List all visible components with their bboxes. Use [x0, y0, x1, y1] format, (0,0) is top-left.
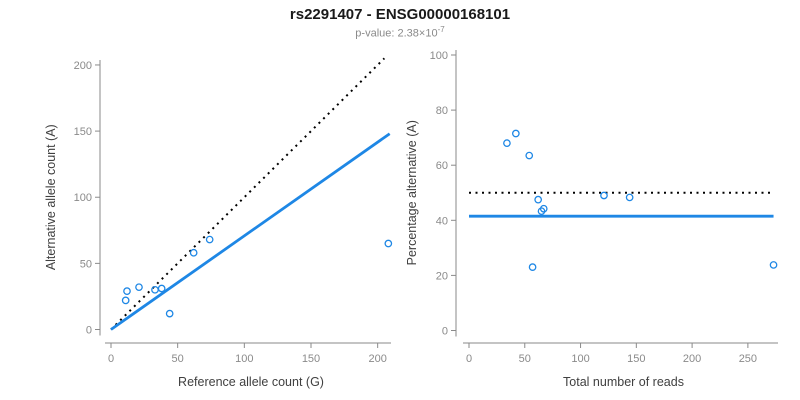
x-tick-label: 200: [683, 353, 701, 365]
data-point: [539, 204, 548, 213]
x-axis-title: Reference allele count (G): [178, 375, 324, 389]
allele-counts-plot: 0 50 100 150 200 Reference allele count (G) 0 5…: [44, 57, 393, 389]
y-tick-label: 100: [430, 50, 448, 62]
y-axis-title: Alternative allele count (A): [44, 124, 58, 270]
fit-line: [110, 132, 391, 331]
data-point: [135, 283, 143, 292]
data-point: [512, 129, 520, 138]
data-point: [503, 139, 511, 148]
y-tick-label: 100: [74, 192, 92, 204]
y-tick-label: 40: [436, 215, 448, 227]
page-title: rs2291407 - ENSG00000168101: [289, 6, 511, 23]
x-tick-label: 50: [172, 353, 184, 365]
percentage-plot: 0 50 100 150 200 250 Total number of reads 0 20 4…: [405, 50, 778, 389]
y-tick-label: 200: [74, 60, 92, 72]
data-point: [189, 248, 198, 257]
data-point: [525, 151, 534, 160]
y-tick-label: 0: [86, 325, 92, 337]
data-point: [123, 287, 131, 295]
x-tick-label: 150: [302, 353, 320, 365]
x-tick-label: 0: [466, 353, 472, 365]
x-tick-label: 100: [571, 353, 589, 365]
x-tick-label: 0: [108, 353, 114, 365]
data-point: [600, 191, 608, 200]
x-axis-title: Total number of reads: [563, 375, 684, 389]
x-tick-label: 250: [739, 353, 757, 365]
y-tick-label: 150: [74, 126, 92, 138]
y-tick-label: 80: [436, 105, 448, 117]
data-point: [157, 284, 166, 293]
data-point: [625, 193, 634, 202]
x-tick-label: 200: [368, 353, 386, 365]
y-tick-label: 50: [80, 258, 92, 270]
data-point: [205, 235, 214, 244]
data-point: [534, 195, 543, 204]
pvalue-exponent: -7: [437, 25, 445, 34]
data-point: [528, 263, 537, 271]
x-tick-label: 150: [627, 353, 645, 365]
pvalue-text: p-value: 2.38×10: [355, 27, 438, 40]
data-point: [384, 239, 393, 248]
data-point: [769, 261, 778, 269]
page-subtitle: p-value: 2.38×10-7: [0, 25, 800, 40]
y-tick-label: 20: [436, 270, 448, 282]
y-axis-title: Percentage alternative (A): [405, 120, 419, 265]
x-tick-label: 100: [235, 353, 253, 365]
y-tick-label: 0: [442, 326, 448, 338]
data-point: [121, 296, 130, 305]
y-tick-label: 60: [436, 160, 448, 172]
data-point: [151, 285, 159, 294]
x-tick-label: 50: [519, 353, 531, 365]
data-point: [165, 309, 174, 318]
